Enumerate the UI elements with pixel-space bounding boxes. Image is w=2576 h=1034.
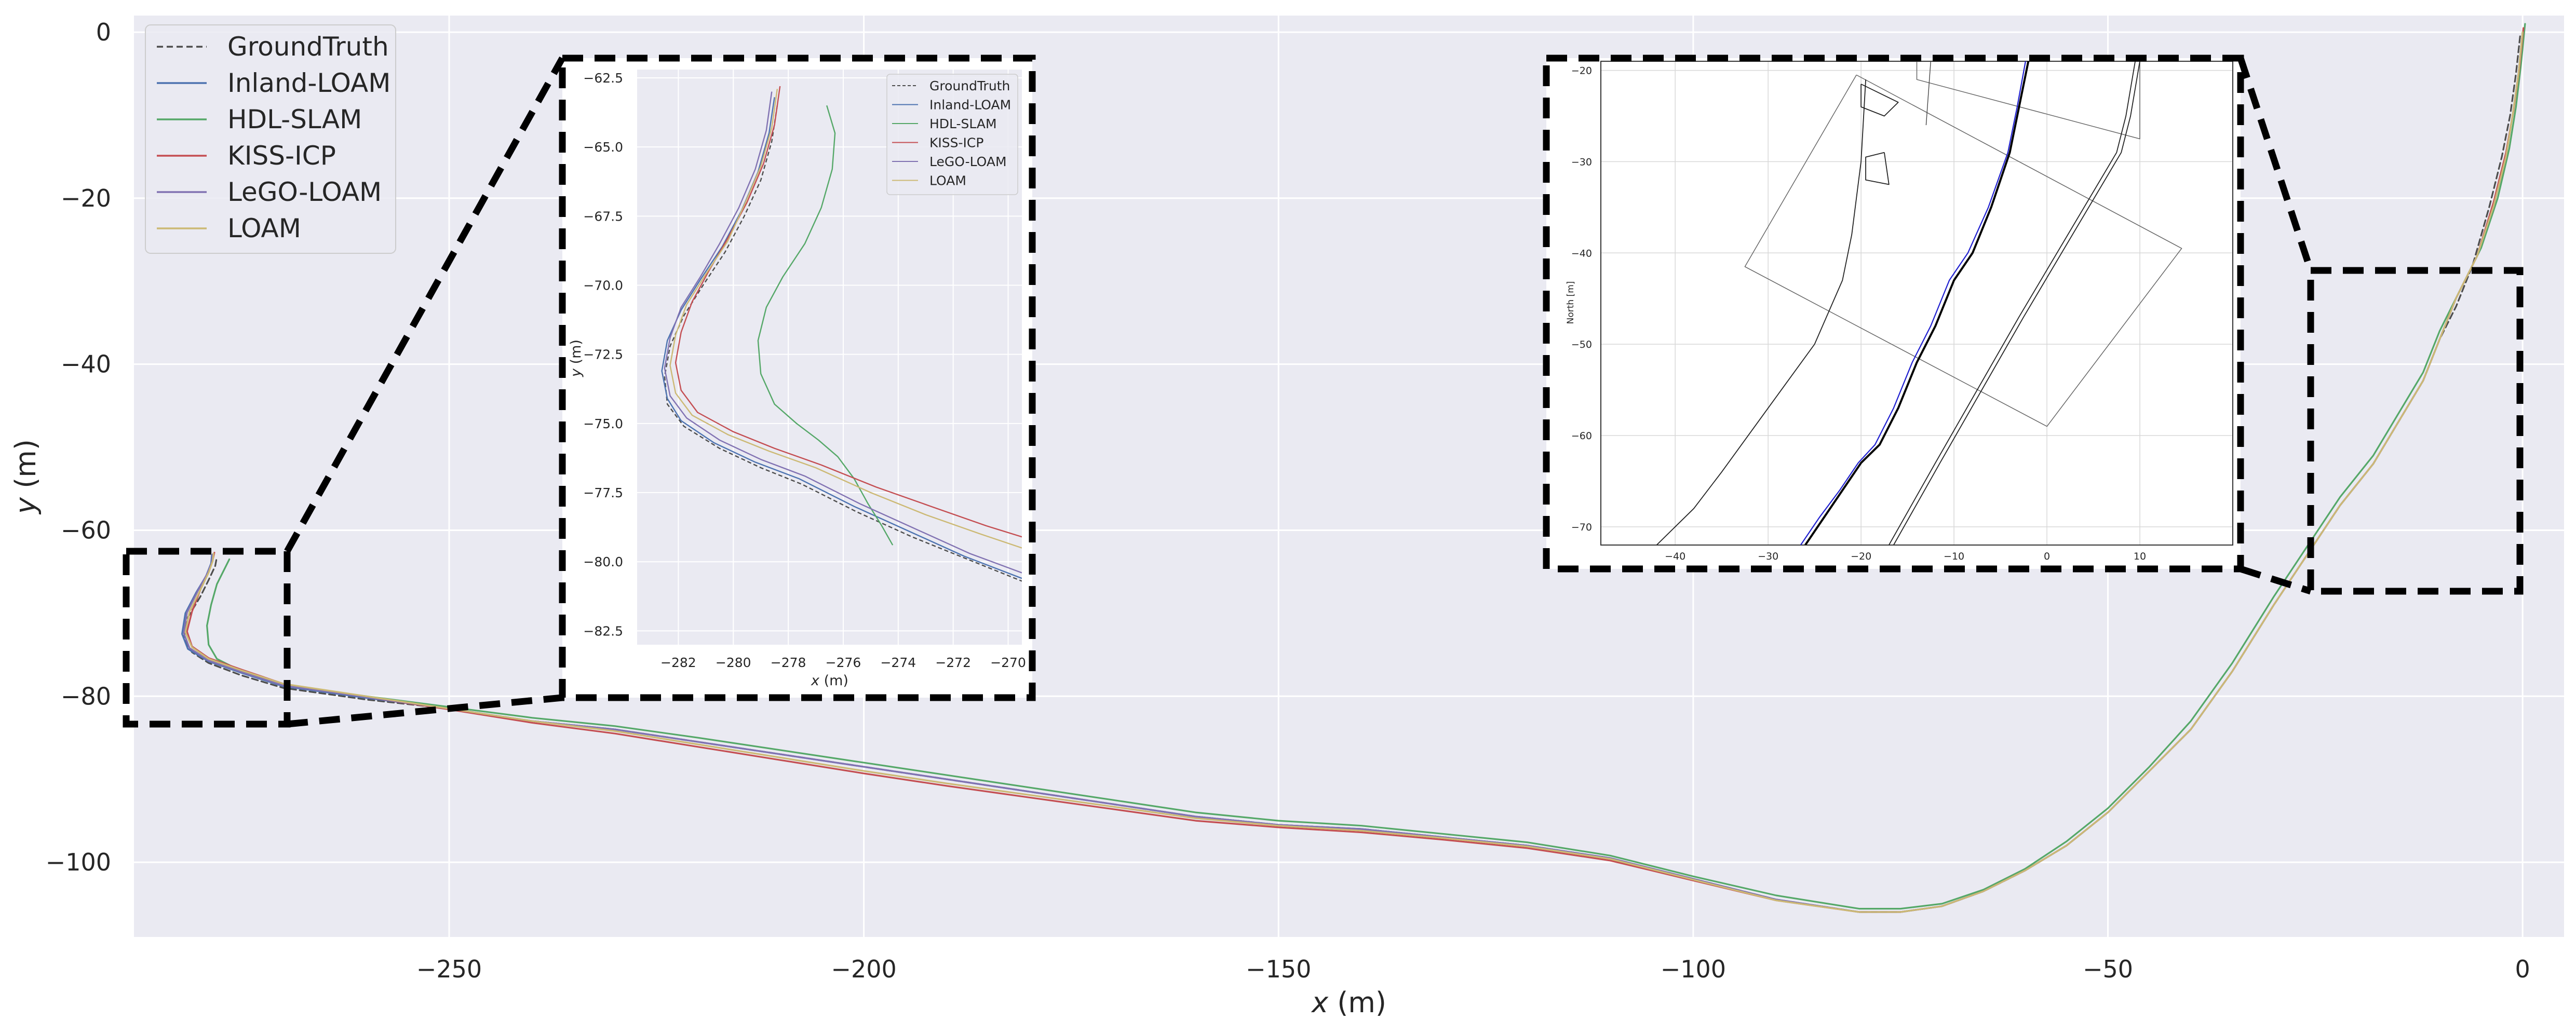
inset-legend-label: GroundTruth <box>929 78 1010 93</box>
map-x-tick-label: −20 <box>1851 551 1871 562</box>
map-x-tick-label: 0 <box>2044 551 2050 562</box>
inset-legend-label: HDL-SLAM <box>929 116 997 131</box>
y-tick-label: −100 <box>46 848 111 876</box>
legend-label: LeGO-LOAM <box>227 177 382 207</box>
map-x-tick-label: −10 <box>1944 551 1964 562</box>
inset-legend-label: Inland-LOAM <box>929 98 1011 113</box>
zoom-region-box-right <box>2307 267 2524 595</box>
inset-x-tick-label: −282 <box>660 655 696 670</box>
map-y-axis-label: North [m] <box>1566 281 1576 324</box>
x-axis-label: x (m) <box>1311 986 1386 1019</box>
legend-label: HDL-SLAM <box>227 104 362 134</box>
inset-x-tick-label: −274 <box>880 655 916 670</box>
inset-x-tick-label: −270 <box>990 655 1026 670</box>
map-y-tick-label: −30 <box>1571 156 1592 168</box>
y-tick-label: −80 <box>61 682 111 710</box>
y-tick-label: −60 <box>61 516 111 544</box>
legend-label: LOAM <box>227 213 301 243</box>
x-tick-label: −200 <box>831 955 896 983</box>
inset-x-tick-label: −280 <box>716 655 751 670</box>
inset-series-line-lego-loam <box>664 91 1022 574</box>
map-drawing-group <box>1656 61 2182 545</box>
legend-label: KISS-ICP <box>227 141 336 171</box>
y-tick-label: −20 <box>61 184 111 212</box>
inset-y-tick-label: −75.0 <box>583 416 623 431</box>
inset-y-tick-label: −82.5 <box>583 623 623 638</box>
inset-y-tick-label: −77.5 <box>583 485 623 500</box>
legend-label: Inland-LOAM <box>227 68 390 98</box>
inset-y-axis-label: y (m) <box>568 339 584 377</box>
map-y-tick-label: −40 <box>1571 248 1592 259</box>
inset-y-tick-label: −62.5 <box>583 71 623 86</box>
map-y-tick-label: −60 <box>1571 430 1592 442</box>
map-y-tick-label: −70 <box>1571 522 1592 533</box>
zoom-connector-line <box>2237 57 2314 272</box>
x-tick-label: −150 <box>1246 955 1311 983</box>
map-x-tick-label: −40 <box>1665 551 1685 562</box>
inset-y-tick-label: −65.0 <box>583 140 623 155</box>
inset-legend-label: LeGO-LOAM <box>929 154 1007 169</box>
inset-y-tick-label: −67.5 <box>583 209 623 224</box>
map-trajectory-black <box>1804 61 2030 545</box>
map-inset-frame <box>1543 55 2244 573</box>
map-footprint-polygon <box>1916 61 2140 140</box>
map-trajectory-blue <box>1800 61 2026 545</box>
inset-y-tick-label: −80.0 <box>583 554 623 569</box>
zoom-region-box-left <box>123 548 291 728</box>
map-dash-line <box>1925 61 1931 126</box>
map-road-edge <box>1893 61 2140 545</box>
map-road-edge <box>1889 61 2136 545</box>
map-structure <box>1860 84 1899 117</box>
x-tick-label: −50 <box>2083 955 2133 983</box>
inset-frame <box>559 55 1036 701</box>
y-axis-label: y (m) <box>9 439 42 515</box>
inset-legend-box <box>886 74 1018 195</box>
map-structure <box>1865 152 1890 185</box>
series-line-loam <box>184 31 2524 913</box>
inset-legend-label: LOAM <box>929 173 966 188</box>
x-tick-label: −100 <box>1661 955 1726 983</box>
inset-legend-label: KISS-ICP <box>929 135 983 151</box>
inset-x-tick-label: −276 <box>826 655 861 670</box>
map-inset-background <box>1546 58 2241 569</box>
zoom-connector-line <box>284 56 565 553</box>
map-x-tick-label: −30 <box>1758 551 1778 562</box>
inset-series-group <box>661 86 1022 582</box>
legend-label: GroundTruth <box>227 32 389 62</box>
y-tick-label: −40 <box>61 350 111 378</box>
map-road-edge <box>1656 79 1866 545</box>
inset-series-line-kiss-icp <box>675 86 1022 538</box>
map-y-tick-label: −20 <box>1571 65 1592 77</box>
inset-y-tick-label: −72.5 <box>583 347 623 362</box>
zoom-connector-line <box>287 694 563 728</box>
inset-x-tick-label: −272 <box>935 655 971 670</box>
x-tick-label: 0 <box>2515 955 2530 983</box>
map-footprint-polygon <box>1744 74 2182 427</box>
map-x-tick-label: 10 <box>2134 551 2146 562</box>
x-tick-label: −250 <box>416 955 482 983</box>
zoom-connector-line <box>2240 565 2312 595</box>
inset-y-tick-label: −70.0 <box>583 278 623 293</box>
inset-x-tick-label: −278 <box>771 655 806 670</box>
map-y-tick-label: −50 <box>1571 339 1592 350</box>
legend-box <box>145 24 396 254</box>
inset-x-axis-label: x (m) <box>811 673 848 689</box>
y-tick-label: 0 <box>96 18 111 46</box>
inset-series-line-loam <box>669 89 1022 549</box>
